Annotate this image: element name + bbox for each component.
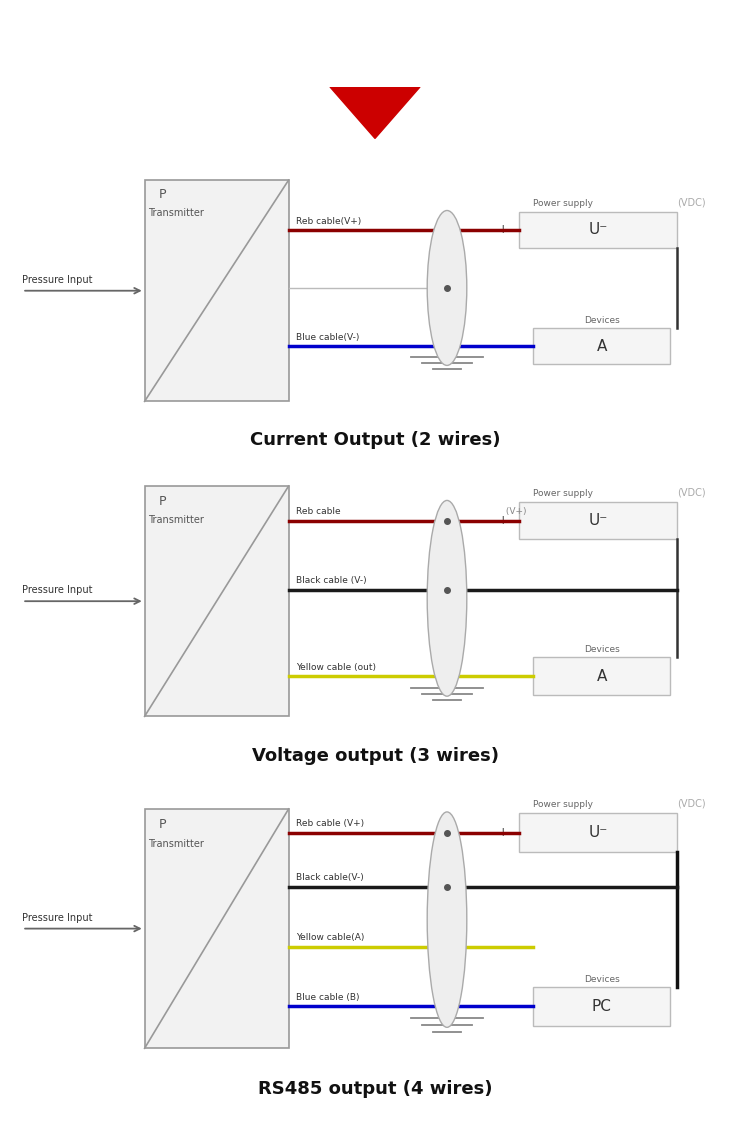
- Polygon shape: [533, 657, 670, 694]
- Text: (VDC): (VDC): [677, 488, 706, 498]
- Text: Yellow cable (out): Yellow cable (out): [296, 663, 376, 672]
- Ellipse shape: [427, 210, 466, 366]
- Text: Devices: Devices: [584, 646, 620, 655]
- Polygon shape: [519, 813, 677, 852]
- Text: Power supply: Power supply: [533, 489, 593, 498]
- Text: Transmitter: Transmitter: [148, 839, 204, 849]
- Ellipse shape: [427, 812, 466, 1027]
- Text: Voltage output (3 wires): Voltage output (3 wires): [251, 747, 499, 765]
- Text: Black cable(V-): Black cable(V-): [296, 873, 364, 882]
- Text: Pressure Input: Pressure Input: [22, 275, 93, 286]
- Polygon shape: [533, 987, 670, 1026]
- Text: (VDC): (VDC): [677, 198, 706, 208]
- Text: Reb cable: Reb cable: [296, 507, 340, 516]
- Text: A: A: [596, 668, 607, 683]
- Text: Black cable (V-): Black cable (V-): [296, 577, 367, 585]
- Polygon shape: [533, 329, 670, 364]
- Text: PC: PC: [592, 999, 612, 1014]
- Text: Reb cable (V+): Reb cable (V+): [296, 820, 364, 829]
- Text: Pressure Input: Pressure Input: [22, 912, 93, 922]
- Polygon shape: [330, 87, 420, 139]
- Text: +: +: [497, 224, 508, 236]
- Polygon shape: [519, 212, 677, 248]
- Text: P: P: [159, 189, 166, 201]
- Text: WIRING DIAGRAM: WIRING DIAGRAM: [224, 29, 526, 58]
- Text: RS485 output (4 wires): RS485 output (4 wires): [258, 1080, 492, 1099]
- Text: Devices: Devices: [584, 316, 620, 325]
- Text: Reb cable(V+): Reb cable(V+): [296, 217, 361, 226]
- Polygon shape: [145, 485, 289, 717]
- Polygon shape: [145, 180, 289, 402]
- Ellipse shape: [427, 500, 466, 697]
- Text: (VDC): (VDC): [677, 799, 706, 808]
- Text: U⁻: U⁻: [589, 513, 608, 528]
- Text: U⁻: U⁻: [589, 222, 608, 237]
- Text: Transmitter: Transmitter: [148, 515, 204, 525]
- Text: Pressure Input: Pressure Input: [22, 586, 93, 595]
- Text: Power supply: Power supply: [533, 800, 593, 808]
- Text: Yellow cable(A): Yellow cable(A): [296, 933, 364, 942]
- Text: (V+): (V+): [503, 507, 526, 516]
- Text: Blue cable (B): Blue cable (B): [296, 992, 359, 1001]
- Polygon shape: [519, 502, 677, 540]
- Text: Blue cable(V-): Blue cable(V-): [296, 333, 359, 342]
- Polygon shape: [145, 808, 289, 1048]
- Text: Current Output (2 wires): Current Output (2 wires): [250, 431, 500, 449]
- Text: A: A: [596, 339, 607, 353]
- Text: U⁻: U⁻: [589, 825, 608, 840]
- Text: +: +: [497, 826, 508, 839]
- Text: P: P: [159, 817, 166, 831]
- Text: Power supply: Power supply: [533, 199, 593, 208]
- Text: +: +: [497, 514, 508, 527]
- Text: Transmitter: Transmitter: [148, 208, 204, 218]
- Text: P: P: [159, 495, 166, 508]
- Text: Devices: Devices: [584, 975, 620, 984]
